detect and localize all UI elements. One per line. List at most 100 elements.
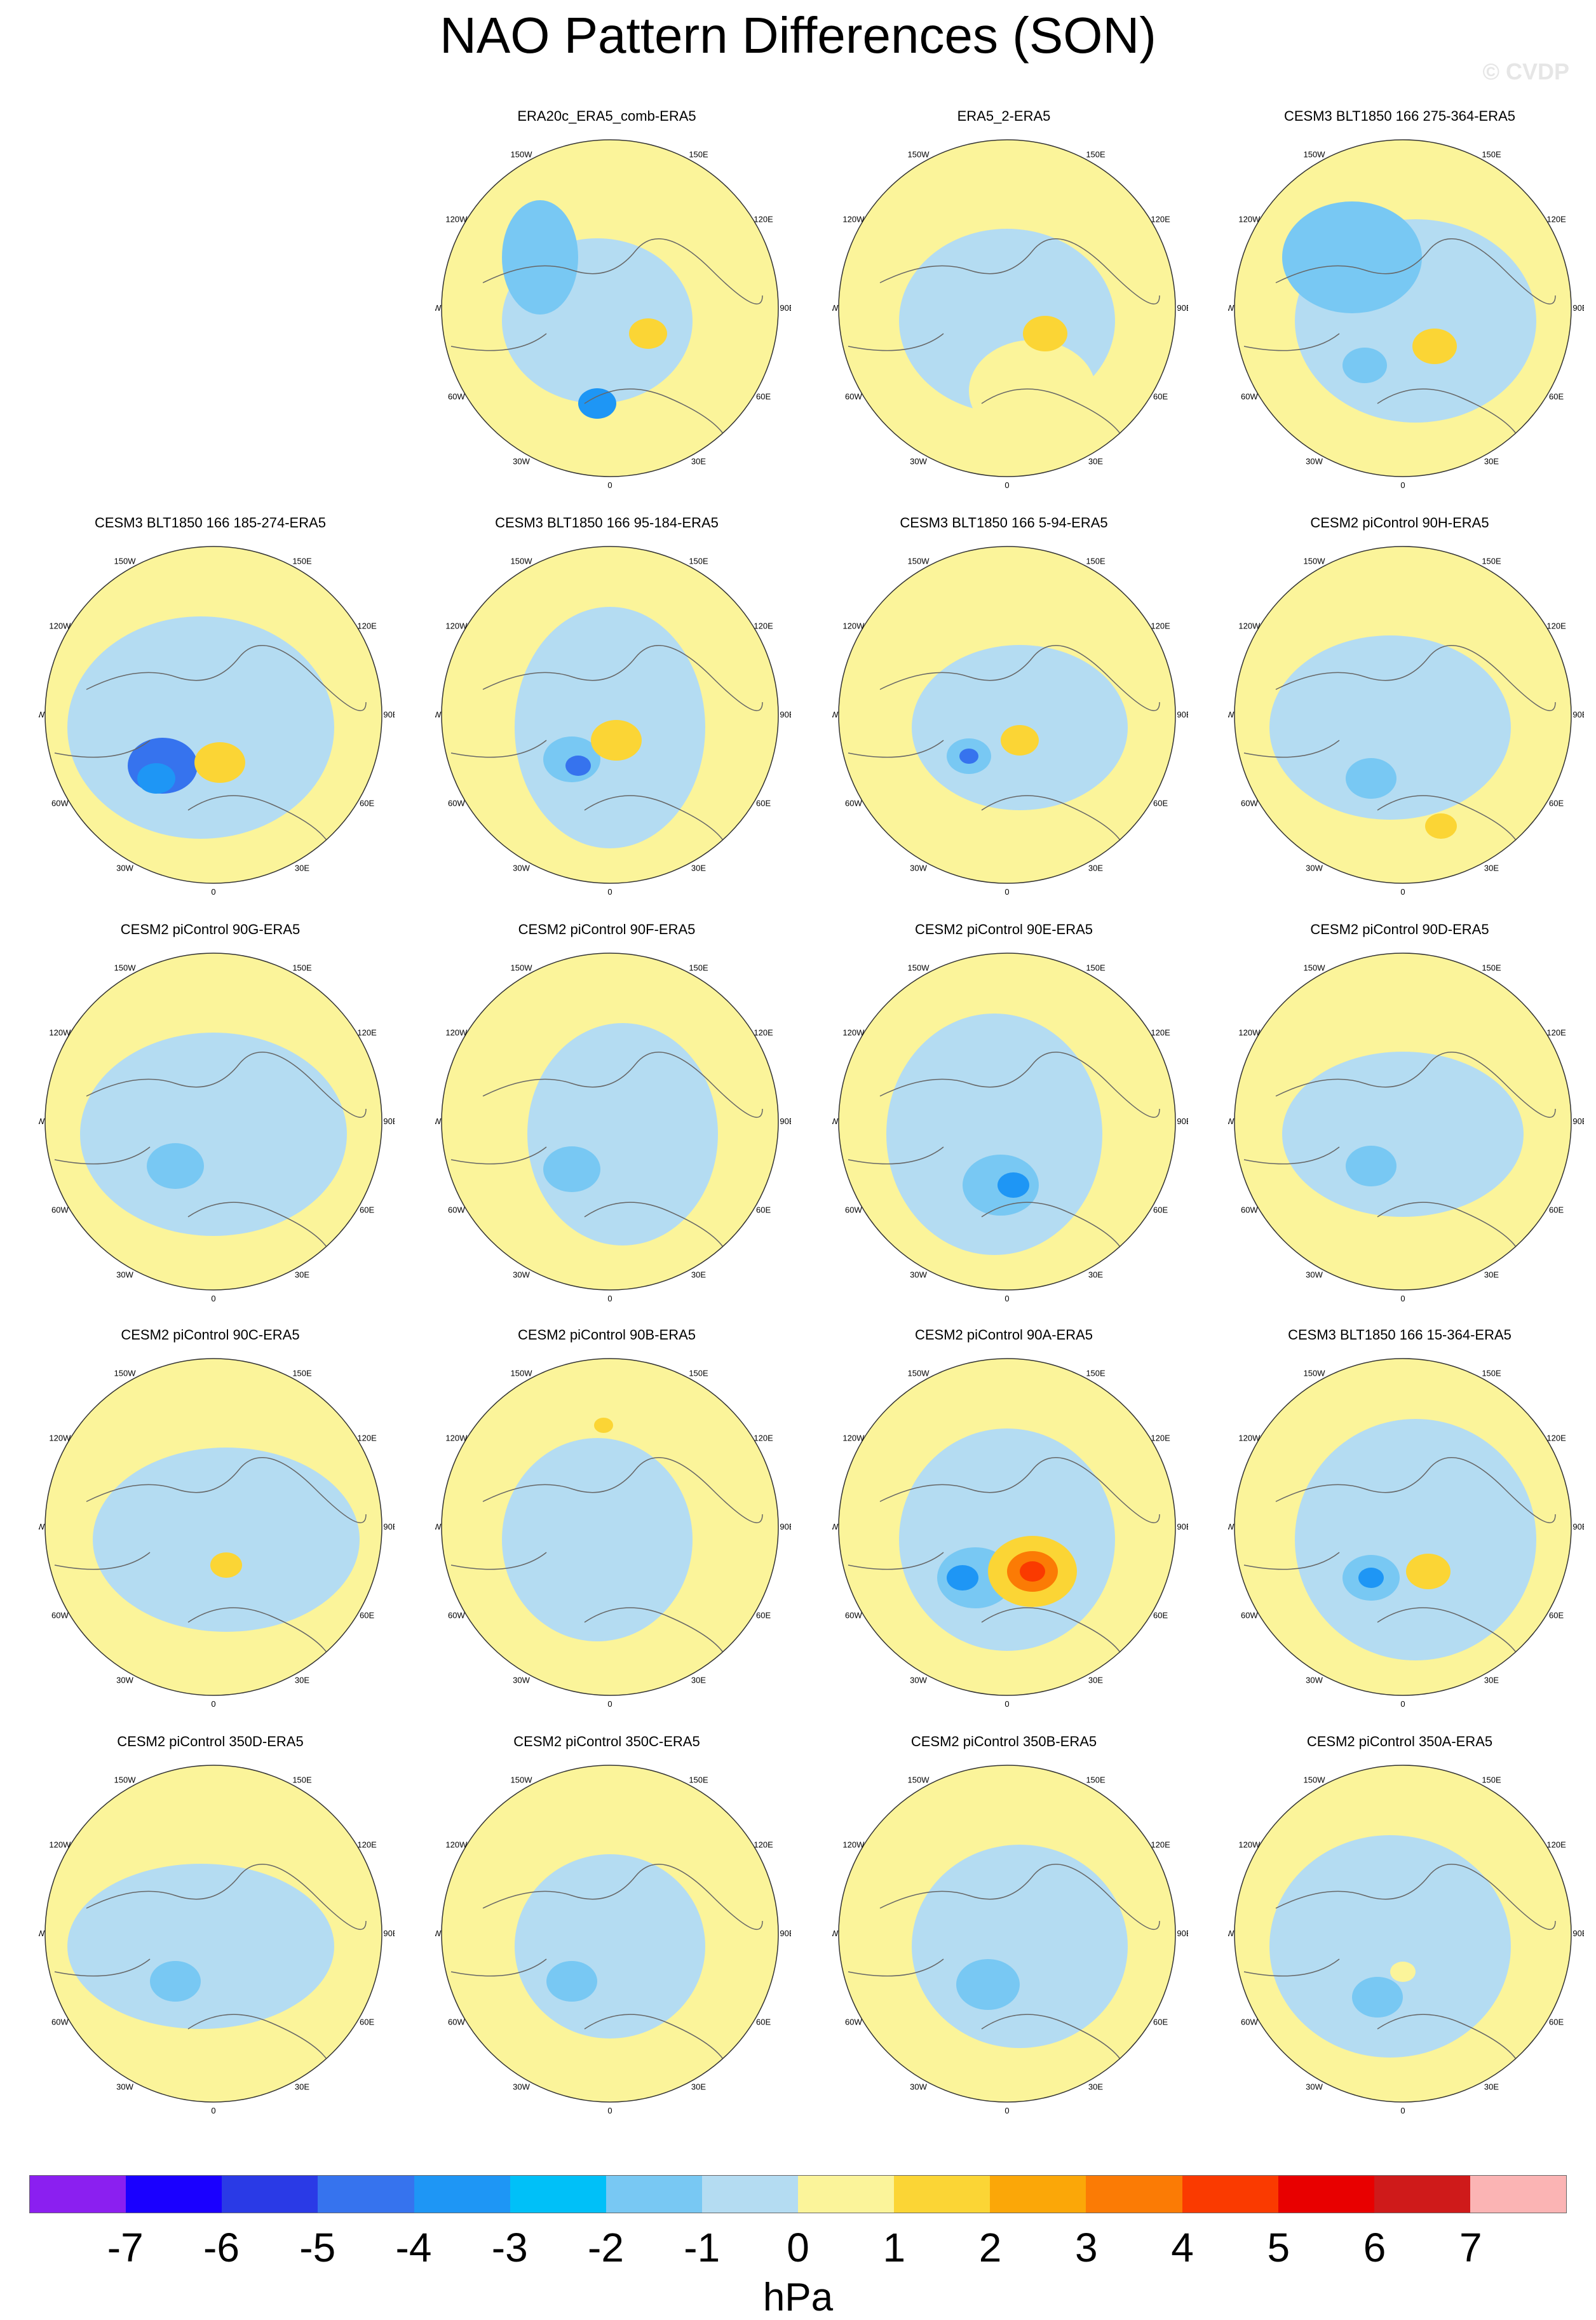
longitude-label: 0: [1400, 480, 1405, 489]
anomaly-region: [998, 1172, 1029, 1198]
colorbar-swatch: [1470, 2176, 1566, 2213]
longitude-label: 60W: [845, 799, 862, 808]
colorbar-tick-label: 4: [1171, 2225, 1194, 2270]
polar-map: 180 150E 120E 90E 60E 30E 0 30W 60W 90W 120W 150W: [39, 1352, 395, 1708]
map-border: [1234, 546, 1572, 884]
map-panel: CESM2 piControl 350A-ERA5 180 150E 120E 90E 6…: [1200, 1733, 1596, 2127]
longitude-label: 150W: [1304, 556, 1326, 566]
longitude-label: 30W: [1306, 2082, 1323, 2092]
polar-map: 180 150E 120E 90E 60E 30E 0 30W 60W 90W 120W 150W: [1228, 540, 1584, 896]
longitude-label: 120E: [357, 1840, 377, 1850]
longitude-label: 60E: [360, 1611, 374, 1620]
longitude-label: 30E: [1484, 1676, 1499, 1685]
longitude-label: 120W: [1238, 1434, 1261, 1443]
longitude-label: 60W: [448, 799, 465, 808]
map-border: [441, 1358, 779, 1696]
map-panel: CESM3 BLT1850 166 95-184-ERA5 180 150E 120E…: [407, 515, 807, 909]
colorbar-swatch: [894, 2176, 991, 2213]
longitude-label: 180: [206, 1352, 220, 1354]
colorbar-tick-label: 6: [1363, 2225, 1386, 2270]
map-border: [1234, 1358, 1572, 1696]
longitude-label: 120W: [445, 621, 468, 631]
longitude-label: 30W: [513, 2082, 530, 2092]
longitude-label: 0: [1004, 887, 1009, 896]
anomaly-region: [527, 1023, 718, 1245]
longitude-label: 30E: [691, 2082, 706, 2092]
panel-title: CESM2 piControl 90C-ERA5: [121, 1327, 300, 1343]
map-panel: CESM2 piControl 90B-ERA5 180 150E 120E 90E 60…: [407, 1327, 807, 1721]
longitude-label: 0: [607, 887, 612, 896]
longitude-label: 120W: [842, 621, 865, 631]
longitude-label: 90E: [1177, 303, 1188, 313]
polar-map: 180 150E 120E 90E 60E 30E 0 30W 60W 90W 120W 150W: [1228, 947, 1584, 1303]
polar-map: 180 150E 120E 90E 60E 30E 0 30W 60W 90W 120W 150W: [1228, 1759, 1584, 2115]
longitude-label: 150E: [1086, 149, 1106, 159]
longitude-label: 30W: [116, 1676, 133, 1685]
longitude-label: 30W: [513, 1270, 530, 1280]
colorbar-swatch: [1374, 2176, 1470, 2213]
longitude-label: 120E: [754, 1840, 773, 1850]
longitude-label: 120W: [1238, 1028, 1261, 1038]
longitude-label: 150E: [689, 149, 708, 159]
colorbar-tick-label: 3: [1074, 2225, 1098, 2270]
longitude-label: 90W: [39, 1522, 45, 1531]
map-border: [441, 953, 779, 1291]
longitude-label: 30E: [1484, 457, 1499, 466]
longitude-label: 150W: [1304, 149, 1326, 159]
longitude-label: 150E: [1482, 1775, 1501, 1784]
longitude-label: 30E: [1088, 1676, 1103, 1685]
map-border: [838, 1765, 1176, 2103]
anomaly-region: [502, 1438, 693, 1641]
panel-title: CESM2 piControl 90E-ERA5: [914, 921, 1093, 937]
anomaly-region: [1346, 1146, 1396, 1186]
longitude-label: 120W: [49, 621, 71, 631]
longitude-label: 120E: [1151, 215, 1170, 224]
longitude-label: 120E: [754, 1028, 773, 1038]
longitude-label: 120E: [357, 621, 377, 631]
longitude-label: 150E: [1086, 556, 1106, 566]
longitude-label: 30E: [691, 1676, 706, 1685]
anomaly-region: [515, 1854, 705, 2038]
longitude-label: 120W: [842, 1028, 865, 1038]
anomaly-region: [969, 340, 1096, 442]
longitude-label: 60W: [51, 1611, 69, 1620]
panel-title: CESM3 BLT1850 166 95-184-ERA5: [495, 515, 719, 531]
longitude-label: 30W: [1306, 1270, 1323, 1280]
longitude-label: 150W: [1304, 1775, 1326, 1784]
panel-title: CESM3 BLT1850 166 185-274-ERA5: [94, 515, 327, 531]
panel-title: CESM2 piControl 90A-ERA5: [914, 1327, 1093, 1343]
map-panel: CESM3 BLT1850 166 275-364-ERA5 180 150E 120…: [1200, 108, 1596, 502]
anomaly-region: [80, 1033, 347, 1236]
longitude-label: 150E: [689, 1775, 708, 1784]
longitude-label: 180: [603, 947, 617, 949]
polar-map: 180 150E 120E 90E 60E 30E 0 30W 60W 90W 120W 150W: [39, 540, 395, 896]
panel-title: CESM2 piControl 350C-ERA5: [513, 1733, 700, 1749]
anomaly-region: [594, 1418, 613, 1433]
anomaly-region: [899, 1428, 1115, 1651]
polar-map: 180 150E 120E 90E 60E 30E 0 30W 60W 90W 120W 150W: [832, 947, 1188, 1303]
longitude-label: 60E: [1549, 392, 1564, 402]
longitude-label: 120W: [842, 1434, 865, 1443]
longitude-label: 120E: [357, 1028, 377, 1038]
longitude-label: 150W: [908, 556, 930, 566]
longitude-label: 90E: [383, 1522, 395, 1531]
colorbar-swatch: [605, 2176, 702, 2213]
panel-title: CESM3 BLT1850 166 5-94-ERA5: [900, 515, 1108, 531]
longitude-label: 60E: [1153, 392, 1168, 402]
longitude-label: 30W: [910, 864, 927, 873]
longitude-label: 90W: [832, 1929, 839, 1938]
panel-title: CESM2 piControl 350A-ERA5: [1306, 1733, 1493, 1749]
anomaly-region: [1425, 813, 1457, 839]
map-border: [1234, 953, 1572, 1291]
longitude-label: 120E: [1151, 1434, 1170, 1443]
longitude-label: 0: [211, 1294, 215, 1303]
anomaly-region: [150, 1961, 201, 2002]
longitude-label: 150W: [114, 963, 137, 972]
longitude-label: 90E: [1572, 710, 1584, 719]
colorbar-swatch: [990, 2176, 1086, 2213]
coastline: [54, 1457, 367, 1655]
longitude-label: 90E: [1572, 1116, 1584, 1126]
longitude-label: 180: [1396, 1352, 1410, 1354]
longitude-label: 30W: [116, 864, 133, 873]
anomaly-region: [1412, 329, 1457, 364]
